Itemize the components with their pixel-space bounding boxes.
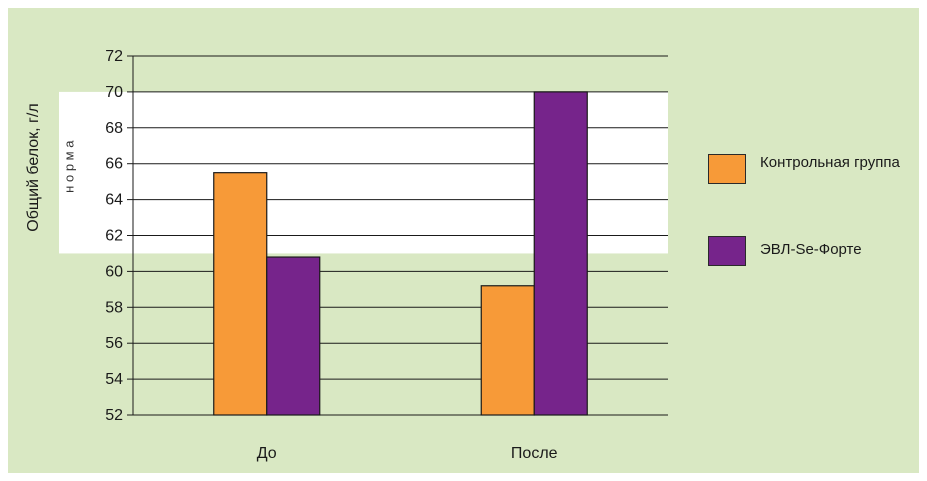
y-tick-label: 68: [105, 120, 123, 137]
legend-label-evl: ЭВЛ-Se-Форте: [760, 241, 862, 258]
legend-swatch-control: [708, 154, 746, 184]
y-tick-label: 56: [105, 335, 123, 352]
y-tick-label: 60: [105, 263, 123, 280]
legend-swatch-evl: [708, 236, 746, 266]
bar: [480, 285, 535, 416]
y-tick-label: 70: [105, 84, 123, 101]
y-tick-label: 64: [105, 192, 123, 209]
norm-band-label: н о р м а: [61, 140, 76, 193]
bar-chart: н о р м а 52 54 56 58 60 62 64 66 68 70 72 До После О…: [25, 48, 668, 462]
legend-item-control: Контрольная группа: [708, 154, 920, 184]
y-tick-label: 52: [105, 407, 123, 424]
y-tick-label: 72: [105, 48, 123, 65]
legend-item-evl: ЭВЛ-Se-Форте: [708, 236, 920, 266]
y-tick-label: 66: [105, 156, 123, 173]
y-tick-label: 58: [105, 299, 123, 316]
x-tick-label: До: [257, 445, 277, 462]
bar: [533, 91, 588, 416]
chart-frame: н о р м а 52 54 56 58 60 62 64 66 68 70 72 До После О…: [8, 8, 919, 473]
y-tick-label: 62: [105, 228, 123, 245]
y-axis-title: Общий белок, г/л: [25, 103, 42, 231]
legend-label-control: Контрольная группа: [760, 154, 900, 171]
x-tick-label: После: [511, 445, 558, 462]
bar: [266, 256, 321, 416]
bar: [213, 172, 268, 416]
y-tick-label: 54: [105, 371, 123, 388]
